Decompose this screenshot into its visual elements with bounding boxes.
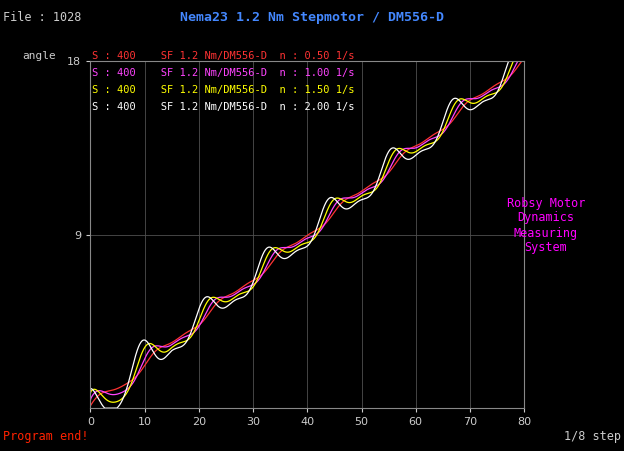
Text: S : 400    SF 1.2 Nm/DM556-D  n : 1.50 1/s: S : 400 SF 1.2 Nm/DM556-D n : 1.50 1/s bbox=[92, 85, 355, 95]
Text: angle: angle bbox=[22, 51, 56, 61]
Text: S : 400    SF 1.2 Nm/DM556-D  n : 1.00 1/s: S : 400 SF 1.2 Nm/DM556-D n : 1.00 1/s bbox=[92, 68, 355, 78]
Text: Robsy Motor
Dynamics
Measuring
System: Robsy Motor Dynamics Measuring System bbox=[507, 197, 585, 254]
Text: Program end!: Program end! bbox=[3, 430, 89, 443]
Text: 1/8 step: 1/8 step bbox=[564, 430, 621, 443]
Text: S : 400    SF 1.2 Nm/DM556-D  n : 2.00 1/s: S : 400 SF 1.2 Nm/DM556-D n : 2.00 1/s bbox=[92, 102, 355, 112]
Text: File : 1028: File : 1028 bbox=[3, 11, 82, 24]
Text: Nema23 1.2 Nm Stepmotor / DM556-D: Nema23 1.2 Nm Stepmotor / DM556-D bbox=[180, 11, 444, 24]
Text: S : 400    SF 1.2 Nm/DM556-D  n : 0.50 1/s: S : 400 SF 1.2 Nm/DM556-D n : 0.50 1/s bbox=[92, 51, 355, 61]
